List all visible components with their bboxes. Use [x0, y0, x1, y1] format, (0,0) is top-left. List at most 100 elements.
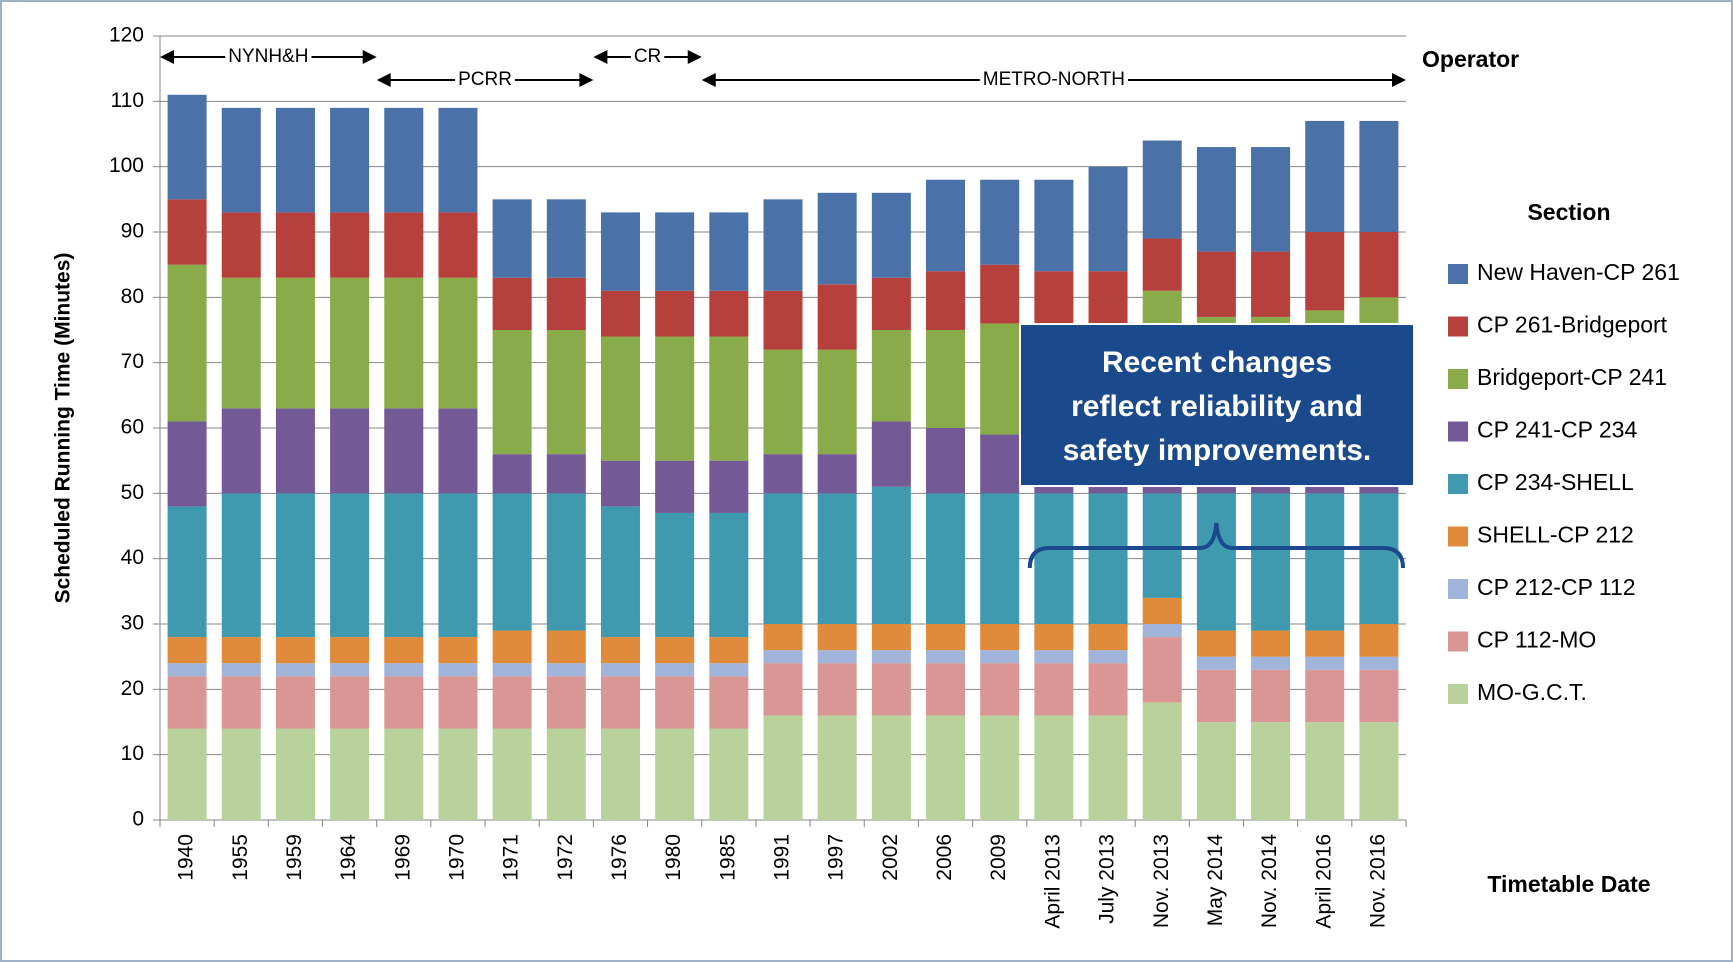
label-bg — [225, 46, 312, 68]
y-tick-label: 10 — [121, 742, 144, 765]
bar-segment — [763, 493, 803, 624]
legend-label: CP 261-Bridgeport — [1477, 312, 1668, 338]
bar-segment — [1305, 630, 1345, 657]
x-tick-label: July 2013 — [1096, 834, 1119, 924]
bar-segment — [600, 290, 640, 337]
bar-segment — [492, 676, 532, 729]
bar-segment — [1305, 656, 1345, 670]
bar-segment — [1305, 486, 1345, 494]
bar-segment — [546, 493, 586, 631]
bar-segment — [871, 421, 911, 487]
bar-segment — [1088, 493, 1128, 624]
bar-segment — [384, 728, 424, 820]
bar-segment — [763, 349, 803, 455]
bar-segment — [546, 630, 586, 664]
bar-segment — [926, 663, 966, 716]
x-tick-label: 1955 — [229, 834, 252, 881]
bar-segment — [330, 408, 370, 494]
bar-segment — [763, 650, 803, 664]
bar-segment — [655, 290, 695, 337]
bar-segment — [438, 493, 478, 638]
bar-segment — [275, 663, 315, 677]
x-tick-label: 1997 — [825, 834, 848, 881]
bar-segment — [1034, 663, 1074, 716]
bar-segment — [655, 663, 695, 677]
bar-segment — [1359, 486, 1399, 494]
bar-segment — [817, 192, 857, 285]
bar-segment — [763, 663, 803, 716]
bar-segment — [980, 650, 1020, 664]
legend-swatch — [1448, 369, 1468, 389]
bar-segment — [980, 179, 1020, 265]
bar-segment — [546, 663, 586, 677]
bar-segment — [1034, 650, 1074, 664]
bar-segment — [330, 663, 370, 677]
bar-segment — [167, 199, 207, 265]
bar-segment — [492, 277, 532, 330]
bar-segment — [546, 277, 586, 330]
bar-segment — [492, 330, 532, 455]
bar-segment — [1359, 624, 1399, 657]
bar-segment — [709, 290, 749, 337]
x-tick-label: Nov. 2013 — [1150, 834, 1173, 928]
bar-segment — [1251, 486, 1291, 494]
bar-segment — [1142, 624, 1182, 638]
x-tick-label: May 2014 — [1204, 834, 1227, 927]
bar-segment — [275, 637, 315, 664]
bar-segment — [926, 271, 966, 330]
bar-segment — [384, 408, 424, 494]
bar-segment — [655, 676, 695, 729]
bar-segment — [1142, 486, 1182, 494]
bar-segment — [438, 637, 478, 664]
bar-segment — [980, 663, 1020, 716]
bar-segment — [871, 650, 911, 664]
legend-label: CP 212-CP 112 — [1477, 574, 1636, 600]
bar-segment — [1305, 120, 1345, 232]
bar-segment — [275, 277, 315, 409]
legend-swatch — [1448, 316, 1468, 337]
bar-segment — [709, 512, 749, 638]
bar-segment — [655, 512, 695, 638]
legend-swatch — [1448, 421, 1468, 442]
bar-segment — [655, 460, 695, 513]
bar-segment — [655, 336, 695, 461]
bar-segment — [817, 284, 857, 350]
bar-segment — [1088, 650, 1128, 664]
bar-segment — [871, 663, 911, 716]
bar-segment — [1196, 669, 1236, 722]
callout-text: reflect reliability and — [1071, 390, 1363, 423]
legend-swatch — [1448, 631, 1468, 652]
bar-segment — [221, 676, 261, 729]
bar-segment — [709, 637, 749, 664]
x-tick-label: 1976 — [608, 834, 631, 881]
bar-segment — [492, 728, 532, 820]
legend-swatch — [1448, 526, 1468, 547]
bar-segment — [1251, 722, 1291, 820]
bar-segment — [1142, 140, 1182, 239]
bar-segment — [926, 650, 966, 664]
bar-segment — [384, 493, 424, 638]
bar-segment — [926, 493, 966, 624]
bar-segment — [817, 624, 857, 651]
legend-label: CP 241-CP 234 — [1477, 417, 1637, 443]
bar-segment — [1251, 669, 1291, 722]
y-tick-label: 0 — [132, 808, 144, 831]
y-tick-label: 30 — [121, 612, 144, 635]
bar-segment — [1142, 597, 1182, 624]
bar-segment — [709, 663, 749, 677]
bar-segment — [1251, 251, 1291, 317]
bar-segment — [655, 212, 695, 291]
bar-segment — [1142, 637, 1182, 703]
bar-segment — [1359, 493, 1399, 624]
bar-segment — [1251, 630, 1291, 657]
x-tick-label: Nov. 2014 — [1258, 834, 1281, 928]
legend-label: New Haven-CP 261 — [1477, 259, 1680, 285]
bar-segment — [275, 212, 315, 278]
bar-segment — [1359, 120, 1399, 232]
bar-segment — [709, 460, 749, 513]
bar-segment — [1305, 669, 1345, 722]
bar-segment — [492, 630, 532, 664]
y-tick-label: 110 — [111, 89, 144, 112]
y-tick-label: 90 — [121, 220, 144, 243]
bar-segment — [546, 330, 586, 455]
